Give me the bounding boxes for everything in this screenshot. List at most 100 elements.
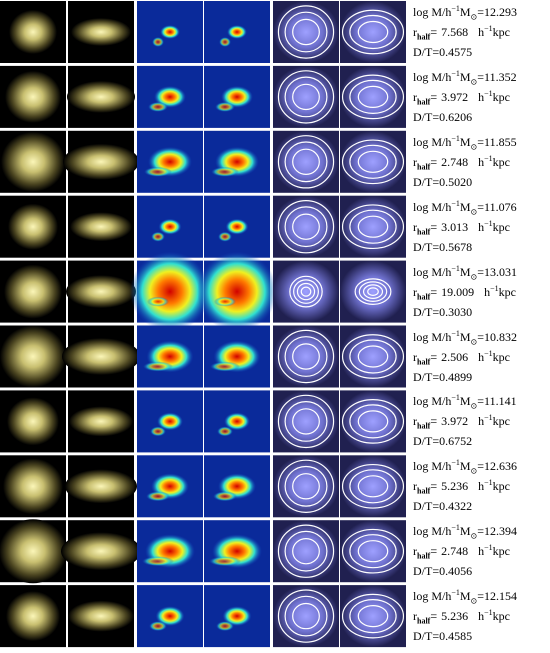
label-part: −1 <box>484 543 493 553</box>
label-part: = <box>477 69 485 84</box>
blob <box>217 426 233 437</box>
contour-bg <box>340 260 406 323</box>
contour <box>292 602 320 630</box>
label-part: r <box>413 414 417 429</box>
contour <box>284 11 328 53</box>
label-part: 0.5678 <box>439 239 473 254</box>
contour-bg <box>340 390 406 453</box>
label-part: 0.4575 <box>439 45 473 59</box>
dt-label: D/T=0.6752 <box>413 434 472 448</box>
label-part: half <box>417 421 431 431</box>
label-part: log M/h <box>413 264 452 279</box>
contour <box>349 339 397 374</box>
contour-bg <box>340 130 406 193</box>
label-part: 12.293 <box>484 5 518 19</box>
label-part: r <box>413 89 417 104</box>
contour <box>349 14 397 50</box>
contour <box>357 345 389 368</box>
label-part: M <box>459 199 471 214</box>
mass-label: log M/h−1M⊙=11.352 <box>413 68 517 87</box>
galaxy <box>63 143 139 180</box>
label-part: 3.013 <box>441 219 469 234</box>
contour <box>277 135 335 189</box>
label-part: M <box>459 264 471 279</box>
dt-label: D/T=0.4585 <box>413 629 472 643</box>
label-part: 0.4322 <box>439 499 473 514</box>
galaxy <box>68 600 134 632</box>
label-part: M <box>459 459 471 474</box>
label-part: ⊙ <box>470 12 478 22</box>
contour <box>296 282 316 301</box>
blob <box>157 412 183 431</box>
label-part: = <box>477 524 485 539</box>
dt-label: D/T=0.4322 <box>413 499 472 513</box>
label-part: 0.5020 <box>439 174 473 189</box>
label-part: r <box>413 154 417 169</box>
label-part: −1 <box>451 263 460 273</box>
galaxy <box>67 80 135 113</box>
label-part: −1 <box>484 218 493 228</box>
blob <box>224 412 250 431</box>
label-part: r <box>413 544 417 559</box>
blob <box>146 491 170 502</box>
label-part: 0.4899 <box>439 369 473 384</box>
contour <box>357 410 389 433</box>
label-part: 2.748 <box>441 544 469 559</box>
contour <box>357 85 389 109</box>
label-part: −1 <box>484 88 493 98</box>
label-part: = <box>430 479 438 494</box>
label-part: −1 <box>451 328 460 338</box>
contour <box>357 540 389 563</box>
label-part: 13.031 <box>484 264 518 279</box>
label-part: ⊙ <box>470 207 478 217</box>
label-part: half <box>417 486 431 496</box>
contour-bg <box>340 520 406 583</box>
label-part: 11.141 <box>484 394 517 409</box>
blob <box>160 25 180 39</box>
label-part: D/T= <box>413 369 440 384</box>
contour <box>300 286 312 297</box>
blob <box>152 37 164 47</box>
label-part: M <box>459 589 471 604</box>
contour-bg <box>340 65 406 128</box>
label-part: 3.972 <box>441 414 469 429</box>
label-part: = <box>477 5 485 19</box>
label-part: kpc <box>492 609 510 624</box>
mass-label: log M/h−1M⊙=11.855 <box>413 134 517 150</box>
rhalf-label: rhalf= 5.236 h−1kpc <box>413 609 510 625</box>
label-part: 12.154 <box>484 589 518 604</box>
label-part: = <box>430 609 438 624</box>
contour-bg <box>273 130 339 193</box>
label-part: D/T= <box>413 629 440 644</box>
blob <box>214 296 236 307</box>
rhalf-label: rhalf= 2.748 h−1kpc <box>413 154 510 170</box>
rhalf-label: rhalf= 5.236 h−1kpc <box>413 479 510 496</box>
label-part: 7.568 <box>441 25 469 39</box>
blob <box>158 218 182 235</box>
dt-label: D/T=0.4899 <box>413 370 472 384</box>
blob <box>218 231 232 242</box>
label-part: −1 <box>451 68 460 78</box>
label-part: = <box>430 89 438 104</box>
contour <box>357 150 389 173</box>
galaxy <box>1 131 65 192</box>
contour-bg <box>340 1 406 63</box>
contour <box>277 524 335 578</box>
label-part: M <box>459 394 471 409</box>
blob <box>151 231 165 242</box>
label-part: ⊙ <box>470 77 478 87</box>
label-part: D/T= <box>413 434 440 449</box>
contour <box>292 83 320 111</box>
label-part: r <box>413 609 417 624</box>
mass-label: log M/h−1M⊙=11.076 <box>413 199 517 217</box>
galaxy <box>5 70 61 123</box>
label-part: kpc <box>492 479 510 494</box>
contour <box>354 278 392 305</box>
galaxy <box>69 406 133 437</box>
contour <box>292 473 320 500</box>
contour-bg <box>340 455 406 518</box>
contour-bg <box>273 520 339 583</box>
contour <box>349 404 397 439</box>
label-part: = <box>430 219 438 234</box>
contour <box>284 141 328 183</box>
